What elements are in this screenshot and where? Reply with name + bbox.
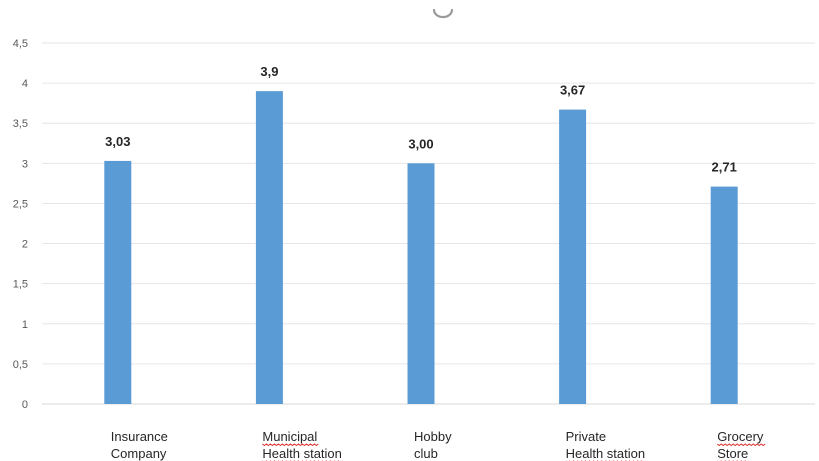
bar [559, 109, 587, 404]
y-tick-label: 4 [22, 78, 28, 90]
bar [104, 160, 132, 404]
data-labels: 3,03 3,9 3,00 3,67 2,71 [105, 64, 737, 174]
data-label: 3,67 [560, 83, 585, 98]
bar [710, 186, 738, 404]
data-label: 3,00 [408, 136, 433, 151]
spellcheck-underline [716, 443, 766, 447]
category-label: Insurance [111, 429, 168, 444]
category-label: Company [111, 446, 167, 461]
category-label: Hobby [414, 429, 452, 444]
y-tick-label: 2 [22, 239, 28, 251]
category-label: Municipal [262, 429, 317, 444]
y-tick-label: 4,5 [13, 38, 28, 50]
data-label: 2,71 [712, 160, 737, 175]
y-axis-ticks: 0 0,5 1 1,5 2 2,5 3 3,5 4 4,5 [13, 38, 28, 411]
y-tick-label: 0,5 [13, 359, 28, 371]
y-tick-label: 1 [22, 319, 28, 331]
y-tick-label: 3 [22, 158, 28, 170]
bar [255, 91, 283, 404]
loading-spinner-icon [432, 8, 454, 19]
category-label: Grocery [717, 429, 764, 444]
category-label: Store [717, 446, 748, 461]
category-label: Health station [262, 446, 342, 461]
x-axis-categories: Insurance Company Municipal Health station H… [111, 429, 766, 461]
spellcheck-underline [262, 443, 319, 447]
category-label: Private [566, 429, 606, 444]
category-label: club [414, 446, 438, 461]
y-tick-label: 1,5 [13, 279, 28, 291]
category-label: Health station [566, 446, 646, 461]
bars [104, 91, 738, 404]
bar [407, 163, 435, 404]
y-tick-label: 2,5 [13, 198, 28, 210]
y-tick-label: 0 [22, 399, 28, 411]
y-tick-label: 3,5 [13, 118, 28, 130]
data-label: 3,03 [105, 134, 130, 149]
data-label: 3,9 [260, 64, 278, 79]
